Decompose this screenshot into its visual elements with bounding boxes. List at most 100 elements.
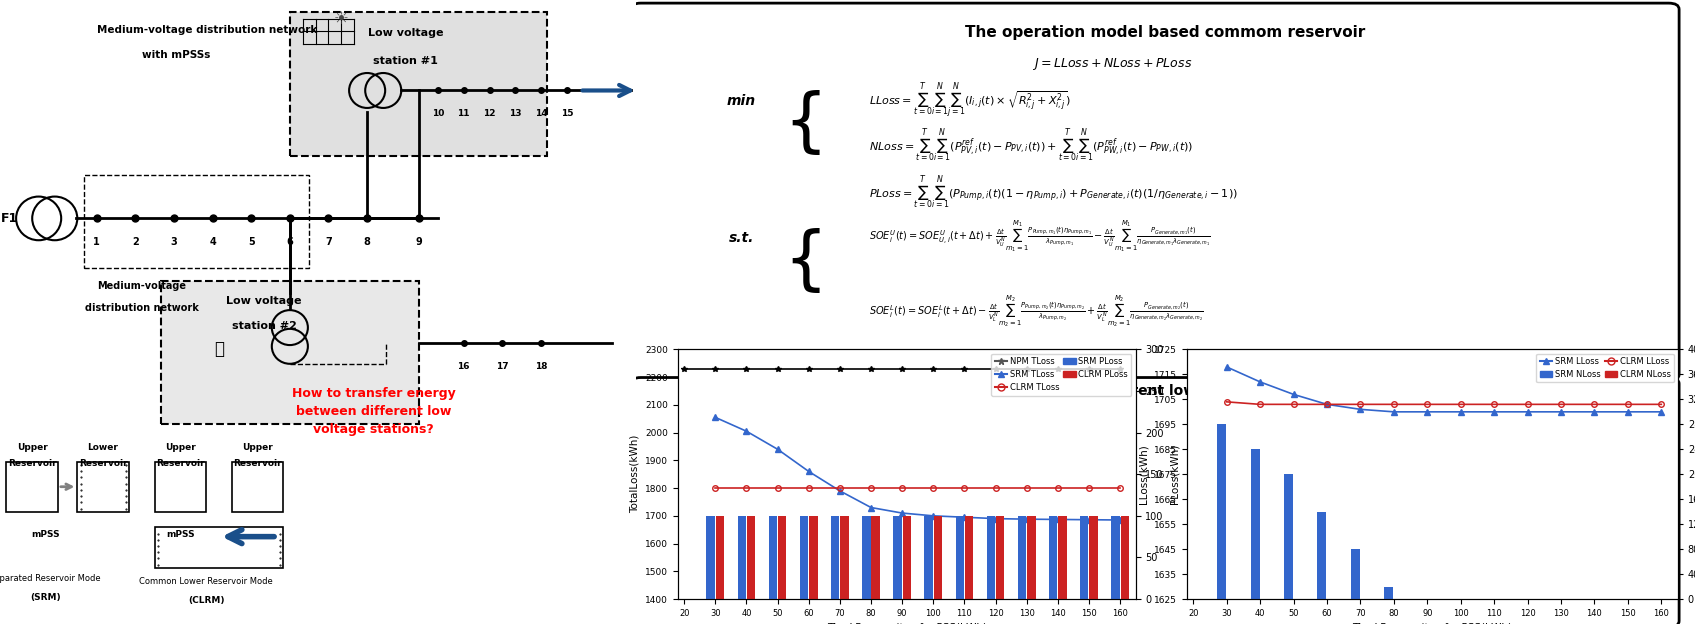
Text: {: { [783,90,827,157]
Text: Low voltage: Low voltage [227,296,302,306]
CLRM TLoss [831,484,851,492]
SRM TLoss [798,468,819,475]
Bar [1090,516,1098,599]
CLRM LLoss [1551,401,1571,408]
Text: Reservoir: Reservoir [156,459,205,467]
Bar [737,516,746,599]
Bar [924,516,932,599]
CLRM LLoss [1383,401,1403,408]
Bar [934,516,942,599]
Text: $SOE_{i}^{L}(t)=SOE_{i}^{L}(t+\Delta t)-\frac{\Delta t}{V_{L}^{N}}\sum_{m_{2}=1}: $SOE_{i}^{L}(t)=SOE_{i}^{L}(t+\Delta t)-… [868,293,1203,329]
Text: min: min [727,94,756,107]
CLRM TLoss [1110,484,1131,492]
Text: $J=LLoss+NLoss+PLoss$: $J=LLoss+NLoss+PLoss$ [1032,56,1193,72]
FancyBboxPatch shape [631,3,1680,381]
CLRM TLoss [861,484,881,492]
Text: (CLRM): (CLRM) [188,596,224,605]
Text: Separated Reservoir Mode: Separated Reservoir Mode [0,574,102,583]
Bar [956,516,964,599]
Bar [1027,516,1036,599]
CLRM LLoss [1617,401,1637,408]
SRM LLoss [1217,363,1237,371]
Text: Upper: Upper [242,443,273,452]
Bar [841,516,849,599]
Bar [1120,516,1129,599]
Line: SRM TLoss: SRM TLoss [712,414,1122,523]
NPM TLoss [1017,365,1037,373]
Text: 10: 10 [432,109,444,118]
Bar [1017,516,1025,599]
NPM TLoss [831,365,851,373]
Text: The energy loss using the different lower reservoir capacities of mPSS: The energy loss using the different lowe… [888,384,1442,397]
NPM TLoss [768,365,788,373]
NPM TLoss [736,365,756,373]
Text: 6: 6 [286,237,293,247]
Text: station #1: station #1 [373,56,439,66]
CLRM TLoss [1017,484,1037,492]
Bar [232,462,283,512]
SRM LLoss [1283,391,1303,398]
SRM LLoss [1517,408,1537,416]
Bar [1351,549,1359,599]
CLRM LLoss [1417,401,1437,408]
Bar [1317,512,1327,599]
Bar [7,462,58,512]
CLRM LLoss [1249,401,1270,408]
Text: 18: 18 [536,362,547,371]
Line: NPM TLoss: NPM TLoss [681,366,1122,372]
Bar [161,281,419,424]
CLRM TLoss [798,484,819,492]
Text: $SOE_{i}^{U}(t)=SOE_{U,i}^{U}(t+\Delta t)+\frac{\Delta t}{V_{U}^{N}}\sum_{m_{1}=: $SOE_{i}^{U}(t)=SOE_{U,i}^{U}(t+\Delta t… [868,218,1210,254]
Legend: NPM TLoss, SRM TLoss, CLRM TLoss, SRM PLoss, CLRM PLoss: NPM TLoss, SRM TLoss, CLRM TLoss, SRM PL… [992,354,1132,396]
Bar [154,462,207,512]
Text: How to transfer energy
between different low
voltage stations?: How to transfer energy between different… [292,387,456,436]
Text: 13: 13 [508,109,522,118]
SRM TLoss [1078,516,1098,524]
SRM TLoss [924,512,944,520]
SRM TLoss [1017,515,1037,523]
SRM LLoss [1617,408,1637,416]
SRM TLoss [985,515,1005,522]
Bar [1058,516,1066,599]
Bar [290,12,547,156]
Text: mPSS: mPSS [31,530,59,539]
Bar [1217,424,1225,599]
NPM TLoss [954,365,975,373]
SRM TLoss [861,504,881,511]
SRM LLoss [1651,408,1671,416]
Bar [964,516,973,599]
SRM LLoss [1317,401,1337,408]
Text: 11: 11 [458,109,470,118]
Text: 2: 2 [132,237,139,247]
CLRM LLoss [1351,401,1371,408]
Text: 7: 7 [325,237,332,247]
Bar [871,516,880,599]
X-axis label: The LR capacity of mPSS(kWh): The LR capacity of mPSS(kWh) [1353,623,1512,624]
Text: 8: 8 [364,237,371,247]
Text: 1: 1 [93,237,100,247]
Text: Upper: Upper [17,443,47,452]
Bar [1385,587,1393,599]
SRM LLoss [1351,406,1371,413]
Text: Medium-voltage: Medium-voltage [97,281,186,291]
SRM TLoss [954,514,975,521]
SRM TLoss [705,414,725,421]
NPM TLoss [705,365,725,373]
NPM TLoss [675,365,695,373]
SRM LLoss [1451,408,1471,416]
CLRM TLoss [1048,484,1068,492]
Text: ☀: ☀ [334,10,349,27]
SRM TLoss [831,487,851,495]
NPM TLoss [924,365,944,373]
Bar [863,516,871,599]
Bar [997,516,1005,599]
Text: 5: 5 [247,237,254,247]
SRM LLoss [1483,408,1503,416]
Bar [986,516,995,599]
CLRM TLoss [736,484,756,492]
Y-axis label: LLoss(kWh): LLoss(kWh) [1139,444,1148,504]
Text: 15: 15 [561,109,573,118]
CLRM LLoss [1217,398,1237,406]
Text: Medium-voltage distribution network: Medium-voltage distribution network [97,25,317,35]
Bar [154,527,283,568]
